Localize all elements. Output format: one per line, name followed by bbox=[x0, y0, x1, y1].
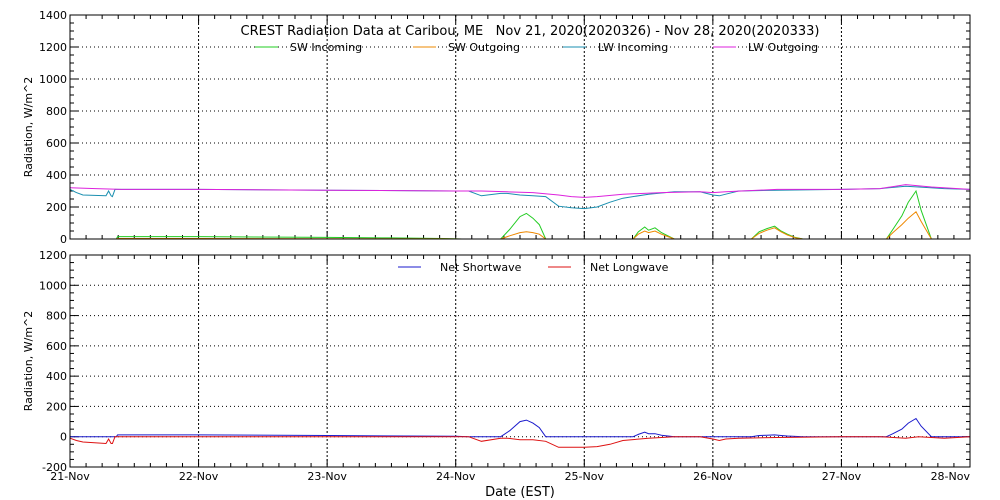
plot-frame bbox=[69, 254, 971, 468]
legend-label: LW Incoming bbox=[598, 41, 668, 54]
x-tick-label: 24-Nov bbox=[436, 470, 476, 483]
legend-label: SW Outgoing bbox=[448, 41, 520, 54]
y-tick-label: 0 bbox=[60, 431, 67, 444]
y-tick-label: 800 bbox=[46, 310, 67, 323]
y-tick-label: 1000 bbox=[39, 279, 67, 292]
x-tick-label: 21-Nov bbox=[50, 470, 90, 483]
x-axis-label: Date (EST) bbox=[485, 485, 555, 500]
legend-label: SW Incoming bbox=[290, 41, 362, 54]
y-tick-label: 600 bbox=[46, 340, 67, 353]
y-tick-label: 1200 bbox=[39, 249, 67, 262]
chart-title: CREST Radiation Data at Caribou, ME Nov … bbox=[241, 24, 820, 39]
y-tick-label: 400 bbox=[46, 169, 67, 182]
x-tick-label: 22-Nov bbox=[179, 470, 219, 483]
x-tick-label: 27-Nov bbox=[822, 470, 862, 483]
x-tick-label: 26-Nov bbox=[693, 470, 733, 483]
legend-label: Net Longwave bbox=[590, 261, 669, 274]
series-lw-out-line bbox=[69, 184, 971, 198]
y-tick-label: 200 bbox=[46, 201, 67, 214]
y-tick-label: 1200 bbox=[39, 41, 67, 54]
y-tick-label: 1000 bbox=[39, 73, 67, 86]
x-tick-label: 28-Nov bbox=[931, 470, 971, 483]
legend-label: LW Outgoing bbox=[748, 41, 818, 54]
y-axis-label: Radiation, W/m^2 bbox=[22, 77, 35, 178]
plot-frame bbox=[69, 14, 971, 240]
y-tick-label: 400 bbox=[46, 370, 67, 383]
upper-panel: 0 200 400 600 800 1000 1200 1400 SW Incoming SW O… bbox=[22, 9, 971, 246]
x-tick-label: 23-Nov bbox=[307, 470, 347, 483]
y-tick-label: 0 bbox=[60, 233, 67, 246]
y-tick-label: 200 bbox=[46, 400, 67, 413]
y-tick-label: 600 bbox=[46, 137, 67, 150]
legend-label: Net Shortwave bbox=[440, 261, 522, 274]
y-axis-label: Radiation, W/m^2 bbox=[22, 311, 35, 412]
y-tick-label: -200 bbox=[42, 461, 67, 474]
x-tick-label: 25-Nov bbox=[565, 470, 605, 483]
y-tick-label: 1400 bbox=[39, 9, 67, 22]
series-net-lw-line bbox=[69, 436, 971, 448]
series-net-sw-line bbox=[70, 417, 970, 438]
y-tick-label: 800 bbox=[46, 105, 67, 118]
series-lw-in-line bbox=[69, 185, 971, 210]
lower-panel: -200 0 200 400 600 800 1000 1200 Net Shortwave Ne… bbox=[22, 249, 971, 483]
